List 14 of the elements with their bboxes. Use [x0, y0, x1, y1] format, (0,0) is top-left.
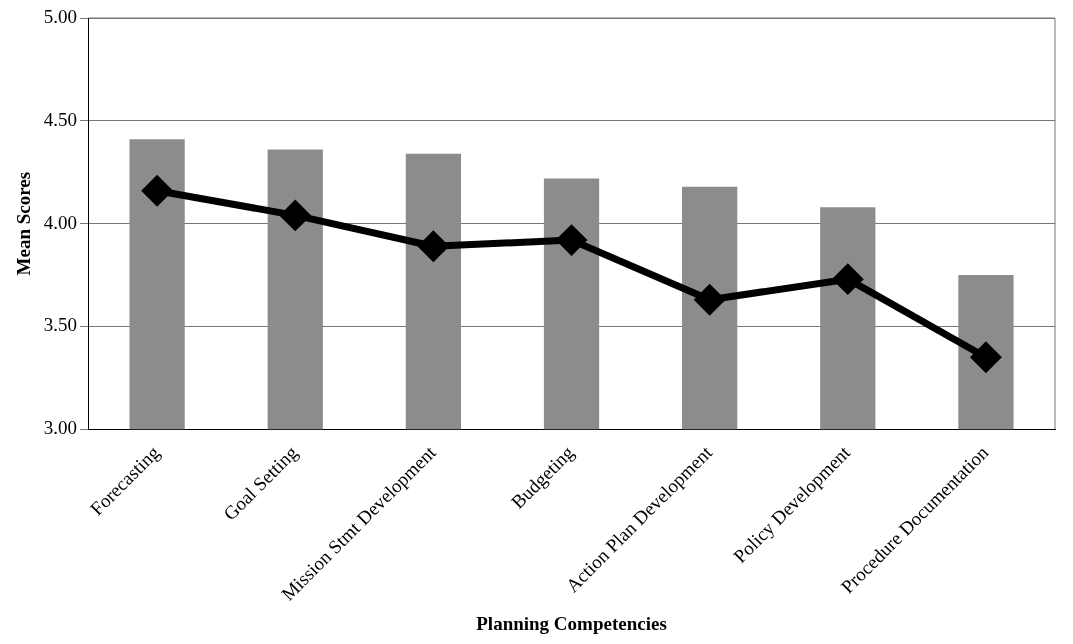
y-tick-label: 3.50 [43, 314, 78, 336]
point [833, 264, 863, 294]
point [971, 342, 1001, 372]
point [557, 225, 587, 255]
x-axis-title: Planning Competencies [476, 612, 667, 634]
y-tick-label: 4.00 [43, 211, 78, 233]
point [418, 231, 448, 261]
y-tick-label: 5.00 [43, 5, 78, 27]
point [695, 285, 725, 315]
point [280, 200, 310, 230]
y-tick-label: 4.50 [43, 108, 78, 130]
point [142, 176, 172, 206]
y-tick-label: 3.00 [43, 417, 78, 439]
y-axis-title: Mean Scores [13, 171, 35, 276]
